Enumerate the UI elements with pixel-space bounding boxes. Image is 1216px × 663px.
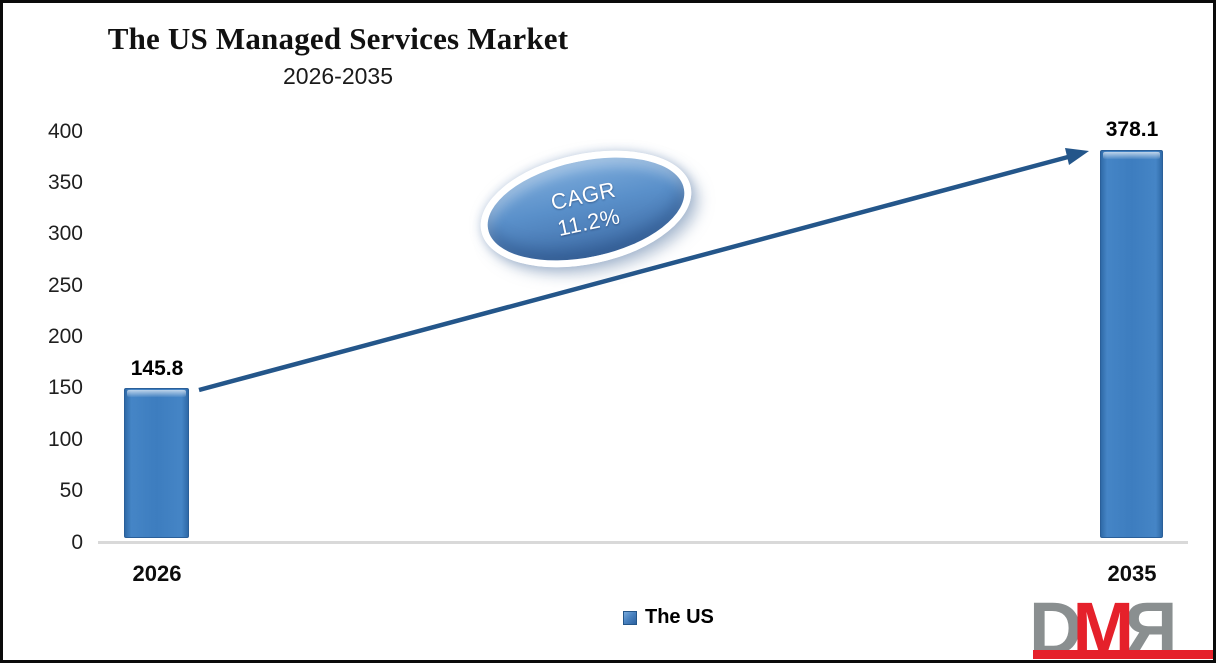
logo-letter-m: M [1072,587,1134,663]
dmr-logo: D M R [1029,587,1178,663]
value-label-2035: 378.1 [1105,118,1159,141]
legend: The US [623,606,714,629]
y-tick-100: 100 [47,428,83,451]
category-label-2035: 2035 [1107,561,1157,586]
chart-title: The US Managed Services Market [107,21,569,56]
y-tick-350: 350 [47,171,83,194]
logo-letter-d: D [1029,587,1083,663]
y-tick-400: 400 [47,120,83,143]
y-tick-0: 0 [71,531,83,554]
y-tick-250: 250 [47,274,83,297]
bar-2026 [124,388,189,538]
y-tick-50: 50 [59,479,83,502]
y-tick-150: 150 [47,376,83,399]
legend-label: The US [645,606,714,628]
category-label-2026: 2026 [132,561,182,586]
bar-2035 [1100,150,1163,538]
chart-header: The US Managed Services Market 2026-2035 [33,21,643,89]
chart-subtitle: 2026-2035 [283,63,393,89]
cagr-ellipse: CAGR 11.2% [469,132,703,286]
y-tick-200: 200 [47,325,83,348]
x-axis-line [98,541,1188,544]
value-label-2026: 145.8 [130,357,184,380]
legend-swatch-icon [623,610,637,625]
logo-red-underline [1033,650,1213,659]
y-tick-300: 300 [47,222,83,245]
